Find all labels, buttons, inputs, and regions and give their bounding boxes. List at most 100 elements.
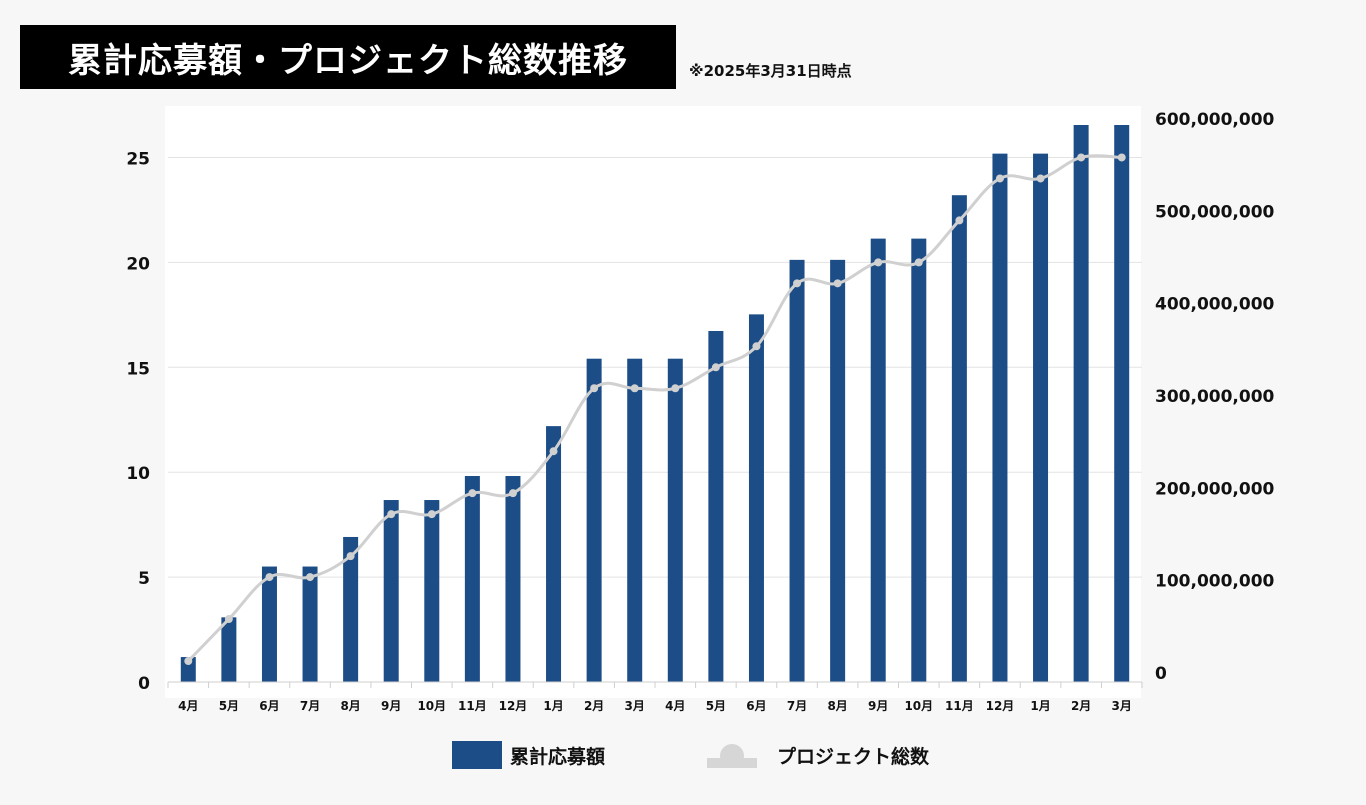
right-tick-label: 500,000,000 <box>1155 202 1275 222</box>
projects-point <box>387 510 396 519</box>
x-tick-label: 3月 <box>625 699 645 713</box>
plot-area <box>165 106 1141 698</box>
projects-line <box>187 154 1122 663</box>
amount-bar <box>261 566 277 682</box>
x-tick-label: 7月 <box>300 699 320 713</box>
projects-point <box>630 384 639 393</box>
amount-bar <box>424 500 440 682</box>
amount-bar <box>830 259 846 682</box>
x-tick-label: 1月 <box>543 699 563 713</box>
legend-line-swatch <box>707 741 757 769</box>
legend-label-projects: プロジェクト総数 <box>777 745 930 768</box>
amount-bar <box>708 330 724 682</box>
amount-bar <box>627 358 643 682</box>
amount-bar <box>586 358 602 682</box>
date-note: ※2025年3月31日時点 <box>689 62 852 80</box>
right-tick-label: 400,000,000 <box>1155 295 1275 315</box>
projects-point <box>224 615 233 624</box>
left-tick-label: 20 <box>126 254 150 274</box>
projects-point <box>508 489 517 498</box>
projects-point <box>833 279 842 288</box>
x-tick-label: 12月 <box>986 699 1015 713</box>
x-tick-label: 6月 <box>746 699 766 713</box>
x-tick-label: 4月 <box>178 699 198 713</box>
amount-bar <box>343 536 359 682</box>
title-banner: 累計応募額・プロジェクト総数推移 <box>20 25 676 89</box>
amount-bar <box>667 358 683 682</box>
bar-layer <box>180 125 1130 683</box>
amount-bar <box>1114 125 1130 682</box>
projects-point <box>468 489 477 498</box>
right-tick-label: 200,000,000 <box>1155 479 1275 499</box>
legend-item-amount: 累計応募額 <box>452 737 605 773</box>
x-tick-label: 10月 <box>904 699 933 713</box>
amount-bar <box>221 617 237 682</box>
projects-point <box>671 384 680 393</box>
amount-bar <box>789 259 805 682</box>
x-tick-label: 12月 <box>499 699 528 713</box>
x-tick-label: 6月 <box>259 699 279 713</box>
left-tick-label: 25 <box>126 149 150 169</box>
right-tick-label: 300,000,000 <box>1155 387 1275 407</box>
right-tick-label: 100,000,000 <box>1155 572 1275 592</box>
projects-point <box>711 363 720 372</box>
legend-label-amount: 累計応募額 <box>510 745 606 768</box>
x-tick-label: 9月 <box>868 699 888 713</box>
x-tick-label: 5月 <box>706 699 726 713</box>
legend-dot <box>720 744 744 768</box>
amount-bar <box>1033 153 1049 683</box>
x-tick-label: 3月 <box>1112 699 1132 713</box>
x-tick-label: 10月 <box>417 699 446 713</box>
x-tick-label: 11月 <box>945 699 974 713</box>
projects-point <box>346 552 355 561</box>
projects-point <box>265 573 274 582</box>
amount-bar <box>302 566 318 682</box>
projects-point <box>914 258 923 267</box>
projects-point <box>1077 153 1086 162</box>
projects-point <box>874 258 883 267</box>
amount-bar <box>546 426 562 682</box>
x-tick-label: 11月 <box>458 699 487 713</box>
amount-bar <box>992 153 1008 683</box>
x-tick-label: 7月 <box>787 699 807 713</box>
x-tick-label: 4月 <box>665 699 685 713</box>
left-tick-label: 5 <box>138 569 150 589</box>
amount-bar <box>870 238 886 682</box>
line-layer <box>184 153 1126 666</box>
right-tick-label: 600,000,000 <box>1155 110 1275 130</box>
page-title: 累計応募額・プロジェクト総数推移 <box>68 40 628 81</box>
x-tick-label: 2月 <box>1071 699 1091 713</box>
right-tick-label: 0 <box>1155 664 1167 684</box>
left-tick-label: 0 <box>138 674 150 694</box>
projects-point <box>1036 174 1045 183</box>
projects-point <box>955 216 964 225</box>
amount-bar <box>464 476 480 682</box>
x-tick-label: 9月 <box>381 699 401 713</box>
projects-point <box>793 279 802 288</box>
x-tick-label: 5月 <box>219 699 239 713</box>
projects-point <box>306 573 315 582</box>
x-tick-label: 1月 <box>1030 699 1050 713</box>
legend-bar-swatch <box>452 741 502 769</box>
projects-point <box>995 174 1004 183</box>
amount-bar <box>383 500 399 682</box>
left-tick-label: 10 <box>126 464 150 484</box>
x-axis: 4月 5月 6月 7月 8月 9月 10月 11月 12月 1月 2月 3月 4月 5月 6月 7月 8月 9月 1… <box>167 681 1143 713</box>
amount-bar <box>748 314 764 682</box>
legend-item-projects: プロジェクト総数 <box>707 737 929 773</box>
x-tick-label: 8月 <box>340 699 360 713</box>
amount-bar <box>505 476 521 682</box>
x-tick-label: 2月 <box>584 699 604 713</box>
projects-point <box>1117 153 1126 162</box>
amount-bar <box>1073 125 1089 682</box>
left-axis: 0 5 10 15 20 25 <box>126 149 150 694</box>
projects-point <box>184 657 193 666</box>
projects-point <box>427 510 436 519</box>
projects-point <box>590 384 599 393</box>
right-axis: 0 100,000,000 200,000,000 300,000,000 400,00… <box>1155 110 1275 684</box>
projects-point <box>549 447 558 456</box>
projects-point <box>752 342 761 351</box>
legend: 累計応募額 プロジェクト総数 <box>452 737 972 773</box>
